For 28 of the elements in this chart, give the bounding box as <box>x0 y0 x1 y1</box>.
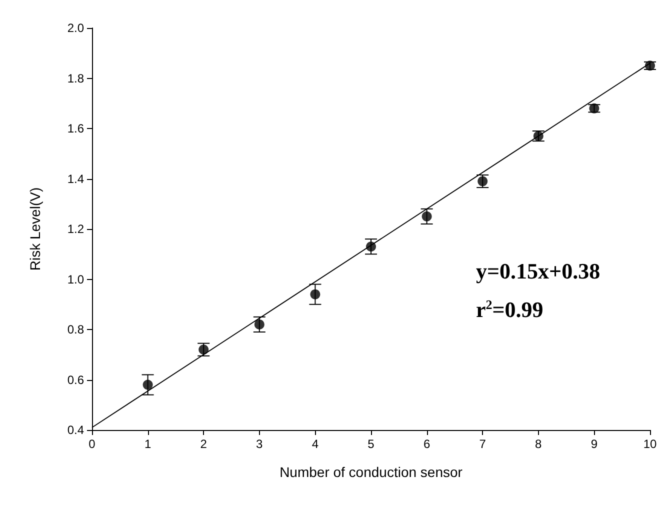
y-tick-label: 0.8 <box>67 322 84 336</box>
x-tick-label: 4 <box>312 437 319 451</box>
y-tick-label: 0.4 <box>67 423 84 437</box>
x-tick-label: 2 <box>200 437 208 451</box>
x-axis-title: Number of conduction sensor <box>280 464 463 480</box>
point <box>422 211 432 222</box>
point <box>310 289 320 300</box>
y-tick-label: 1.8 <box>67 71 84 86</box>
x-tick-label: 0 <box>88 437 96 451</box>
y-axis-title: Risk Level(V) <box>27 187 43 271</box>
x-tick-label: 5 <box>368 437 375 451</box>
x-tick-label: 10 <box>643 437 657 451</box>
y-tick-label: 1.4 <box>67 172 84 186</box>
y-tick-label: 1.6 <box>67 122 84 136</box>
x-tick-label: 9 <box>590 437 598 451</box>
x-tick-label: 6 <box>423 437 430 451</box>
x-tick-label: 8 <box>535 437 542 451</box>
y-tick-label: 2.0 <box>67 21 84 35</box>
point <box>366 242 376 252</box>
x-tick-label: 3 <box>256 437 264 451</box>
x-tick-label: 1 <box>144 437 152 451</box>
point <box>254 319 264 330</box>
point <box>142 380 153 390</box>
y-tick-label: 0.6 <box>67 372 84 387</box>
y-tick-label: 1.0 <box>67 272 84 286</box>
annotation: y=0.15x+0.38 <box>476 258 600 284</box>
x-tick-label: 7 <box>479 437 486 451</box>
y-tick-label: 1.2 <box>67 222 84 236</box>
